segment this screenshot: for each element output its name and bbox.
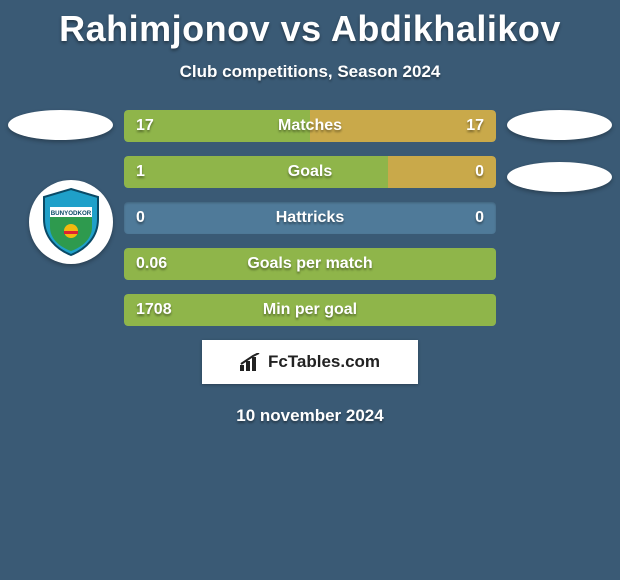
stat-row: 1717Matches [124, 110, 496, 142]
date-text: 10 november 2024 [0, 406, 620, 426]
stat-row: 10Goals [124, 156, 496, 188]
club-left-logo: BUNYODKOR [29, 180, 113, 264]
brand-label: FcTables.com [268, 352, 380, 372]
stats-area: BUNYODKOR 1717Matches 10Goals 00Hattricks 0… [0, 110, 620, 426]
stat-label: Goals [124, 156, 496, 188]
svg-text:BUNYODKOR: BUNYODKOR [51, 210, 92, 217]
stat-row: 0.06Goals per match [124, 248, 496, 280]
stat-row: 00Hattricks [124, 202, 496, 234]
stat-label: Goals per match [124, 248, 496, 280]
stat-bars: 1717Matches 10Goals 00Hattricks 0.06Goals p… [124, 110, 496, 326]
page-title: Rahimjonov vs Abdikhalikov [0, 0, 620, 50]
stat-label: Hattricks [124, 202, 496, 234]
player-right-placeholder-icon [507, 110, 612, 140]
club-right-placeholder-icon [507, 162, 612, 192]
subtitle: Club competitions, Season 2024 [0, 62, 620, 82]
player-left-placeholder-icon [8, 110, 113, 140]
stat-label: Matches [124, 110, 496, 142]
bunyodkor-badge-icon: BUNYODKOR [36, 187, 106, 257]
stat-label: Min per goal [124, 294, 496, 326]
brand-box[interactable]: FcTables.com [202, 340, 418, 384]
stat-row: 1708Min per goal [124, 294, 496, 326]
bar-chart-icon [240, 353, 262, 371]
